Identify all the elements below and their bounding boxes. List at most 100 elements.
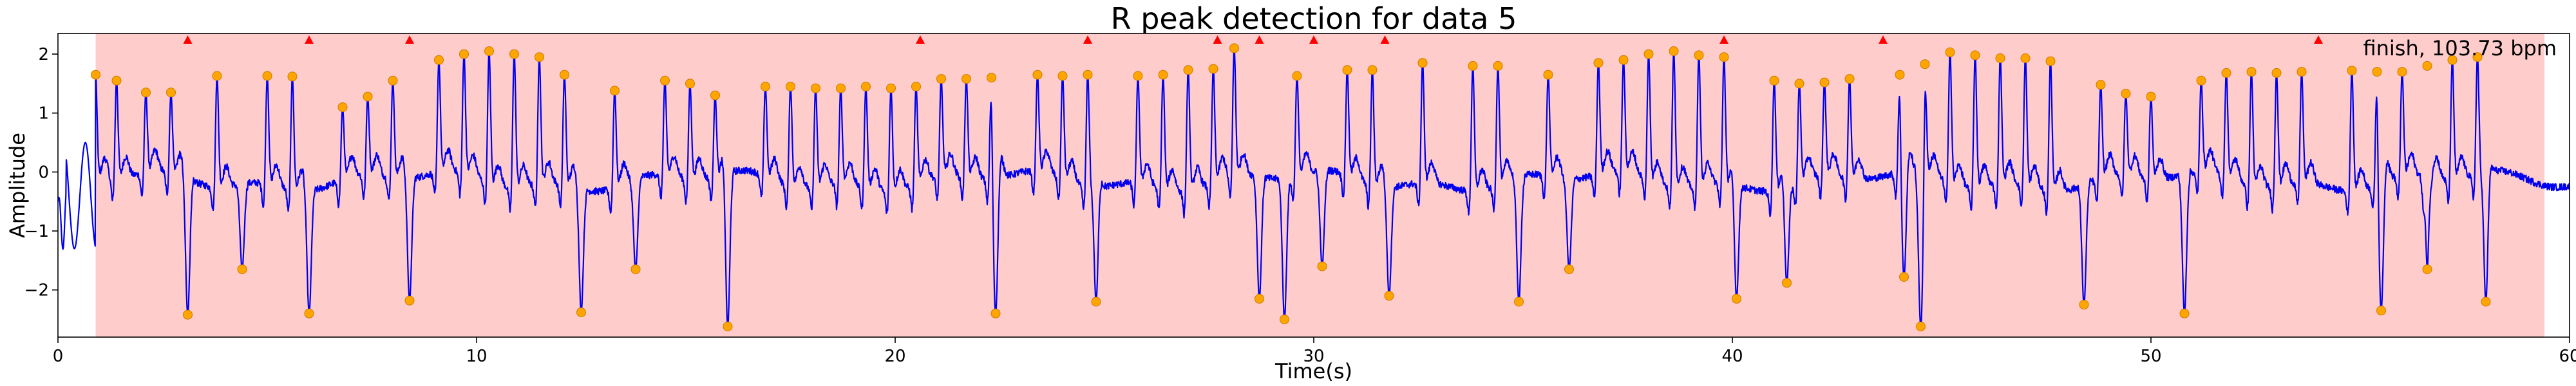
r-peak-marker <box>1618 55 1629 65</box>
r-peak-marker <box>2221 68 2231 78</box>
r-peak-marker <box>2271 68 2282 78</box>
r-peak-marker <box>2422 60 2432 71</box>
x-tick-label: 0 <box>53 347 64 366</box>
r-peak-marker <box>1514 297 1524 307</box>
r-peak-marker <box>2045 56 2056 66</box>
r-peak-marker <box>1593 58 1604 68</box>
flag-marker <box>1879 35 1888 44</box>
r-peak-markers <box>91 43 2491 331</box>
flag-marker <box>2314 35 2323 44</box>
r-peak-marker <box>2079 300 2089 310</box>
y-tick-label: −2 <box>24 281 49 300</box>
flag-marker <box>305 35 314 44</box>
r-peak-marker <box>1844 74 1855 84</box>
r-peak-marker <box>1280 315 1289 324</box>
r-peak-marker <box>1158 69 1168 80</box>
flag-marker <box>1213 35 1222 44</box>
r-peak-marker <box>1694 50 1704 60</box>
r-peak-marker <box>1208 64 1218 74</box>
r-peak-marker <box>610 86 620 96</box>
r-peak-marker <box>337 102 348 113</box>
r-peak-marker <box>911 82 921 91</box>
r-peak-marker <box>1719 52 1729 62</box>
flag-marker <box>916 35 925 44</box>
r-peak-marker <box>1057 71 1068 81</box>
r-peak-marker <box>111 75 122 86</box>
r-peak-marker <box>459 49 469 59</box>
r-peak-marker <box>1417 58 1428 68</box>
r-peak-marker <box>183 309 193 320</box>
r-peak-marker <box>1899 272 1909 282</box>
r-peak-marker <box>2096 80 2106 90</box>
r-peak-marker <box>886 83 896 93</box>
plot-area <box>58 33 2570 337</box>
flag-marker <box>1255 35 1264 44</box>
r-peak-marker <box>1468 60 1478 71</box>
r-peak-marker <box>2246 67 2257 77</box>
r-peak-marker <box>1920 59 1930 69</box>
r-peak-marker <box>987 73 996 83</box>
r-peak-marker <box>1543 69 1553 80</box>
r-peak-marker <box>363 91 373 102</box>
r-peak-marker <box>1794 78 1804 89</box>
r-peak-marker <box>404 295 415 306</box>
x-tick-label: 30 <box>1303 347 1324 366</box>
r-peak-marker <box>166 87 176 98</box>
r-peak-marker <box>1970 50 1980 60</box>
r-peak-marker <box>1643 49 1654 59</box>
r-peak-marker <box>560 69 569 80</box>
r-peak-marker <box>2179 308 2190 318</box>
r-peak-marker <box>2376 306 2386 316</box>
r-peak-marker <box>1916 322 1926 331</box>
r-peak-marker <box>1669 46 1679 56</box>
r-peak-marker <box>1819 77 1830 87</box>
x-tick-label: 60 <box>2559 347 2576 366</box>
x-tick-label: 10 <box>466 347 487 366</box>
flag-marker <box>1380 35 1390 44</box>
r-peak-marker <box>141 87 151 98</box>
y-axis-label: Amplitude <box>5 133 30 238</box>
r-peak-marker <box>990 308 1001 318</box>
r-peak-marker <box>509 49 519 59</box>
r-peak-marker <box>1032 69 1043 80</box>
r-peak-marker <box>1091 297 1101 307</box>
r-peak-marker <box>2347 66 2357 76</box>
r-peak-marker <box>961 74 971 84</box>
r-peak-marker <box>287 71 298 82</box>
r-peak-marker <box>1995 53 2005 63</box>
r-peak-marker <box>1782 278 1792 288</box>
x-axis-ticks: 0 10 20 30 40 50 60 <box>53 337 2576 366</box>
r-peak-marker <box>936 74 946 84</box>
flag-marker <box>1083 35 1092 44</box>
r-peak-marker <box>811 83 820 93</box>
r-peak-marker <box>1317 261 1327 271</box>
y-tick-label: −1 <box>24 222 49 241</box>
r-peak-marker <box>1769 75 1779 86</box>
y-tick-label: 2 <box>38 45 49 64</box>
r-peak-marker <box>1255 293 1264 304</box>
r-peak-marker <box>576 308 586 317</box>
r-peak-marker <box>2481 297 2491 307</box>
r-peak-marker <box>1342 65 1352 75</box>
r-peak-marker <box>710 90 720 100</box>
x-tick-label: 20 <box>884 347 905 366</box>
r-peak-marker <box>2422 264 2432 275</box>
r-peak-marker <box>861 82 871 91</box>
r-peak-marker <box>212 71 222 81</box>
y-tick-label: 0 <box>38 163 49 182</box>
r-peak-marker <box>761 82 770 91</box>
r-peak-marker <box>836 83 846 93</box>
r-peak-marker <box>1384 291 1394 301</box>
r-peak-marker <box>1367 65 1378 75</box>
chart-title: R peak detection for data 5 <box>1111 1 1517 36</box>
r-peak-marker <box>786 82 795 91</box>
r-peak-marker <box>1292 71 1302 81</box>
r-peak-marker <box>1133 71 1143 81</box>
r-peak-marker <box>723 322 733 331</box>
r-peak-marker <box>1083 69 1093 80</box>
y-tick-label: 1 <box>38 104 49 124</box>
r-peak-marker <box>1732 293 1741 304</box>
r-peak-marker <box>1945 47 1955 57</box>
r-peak-marker <box>237 264 247 275</box>
